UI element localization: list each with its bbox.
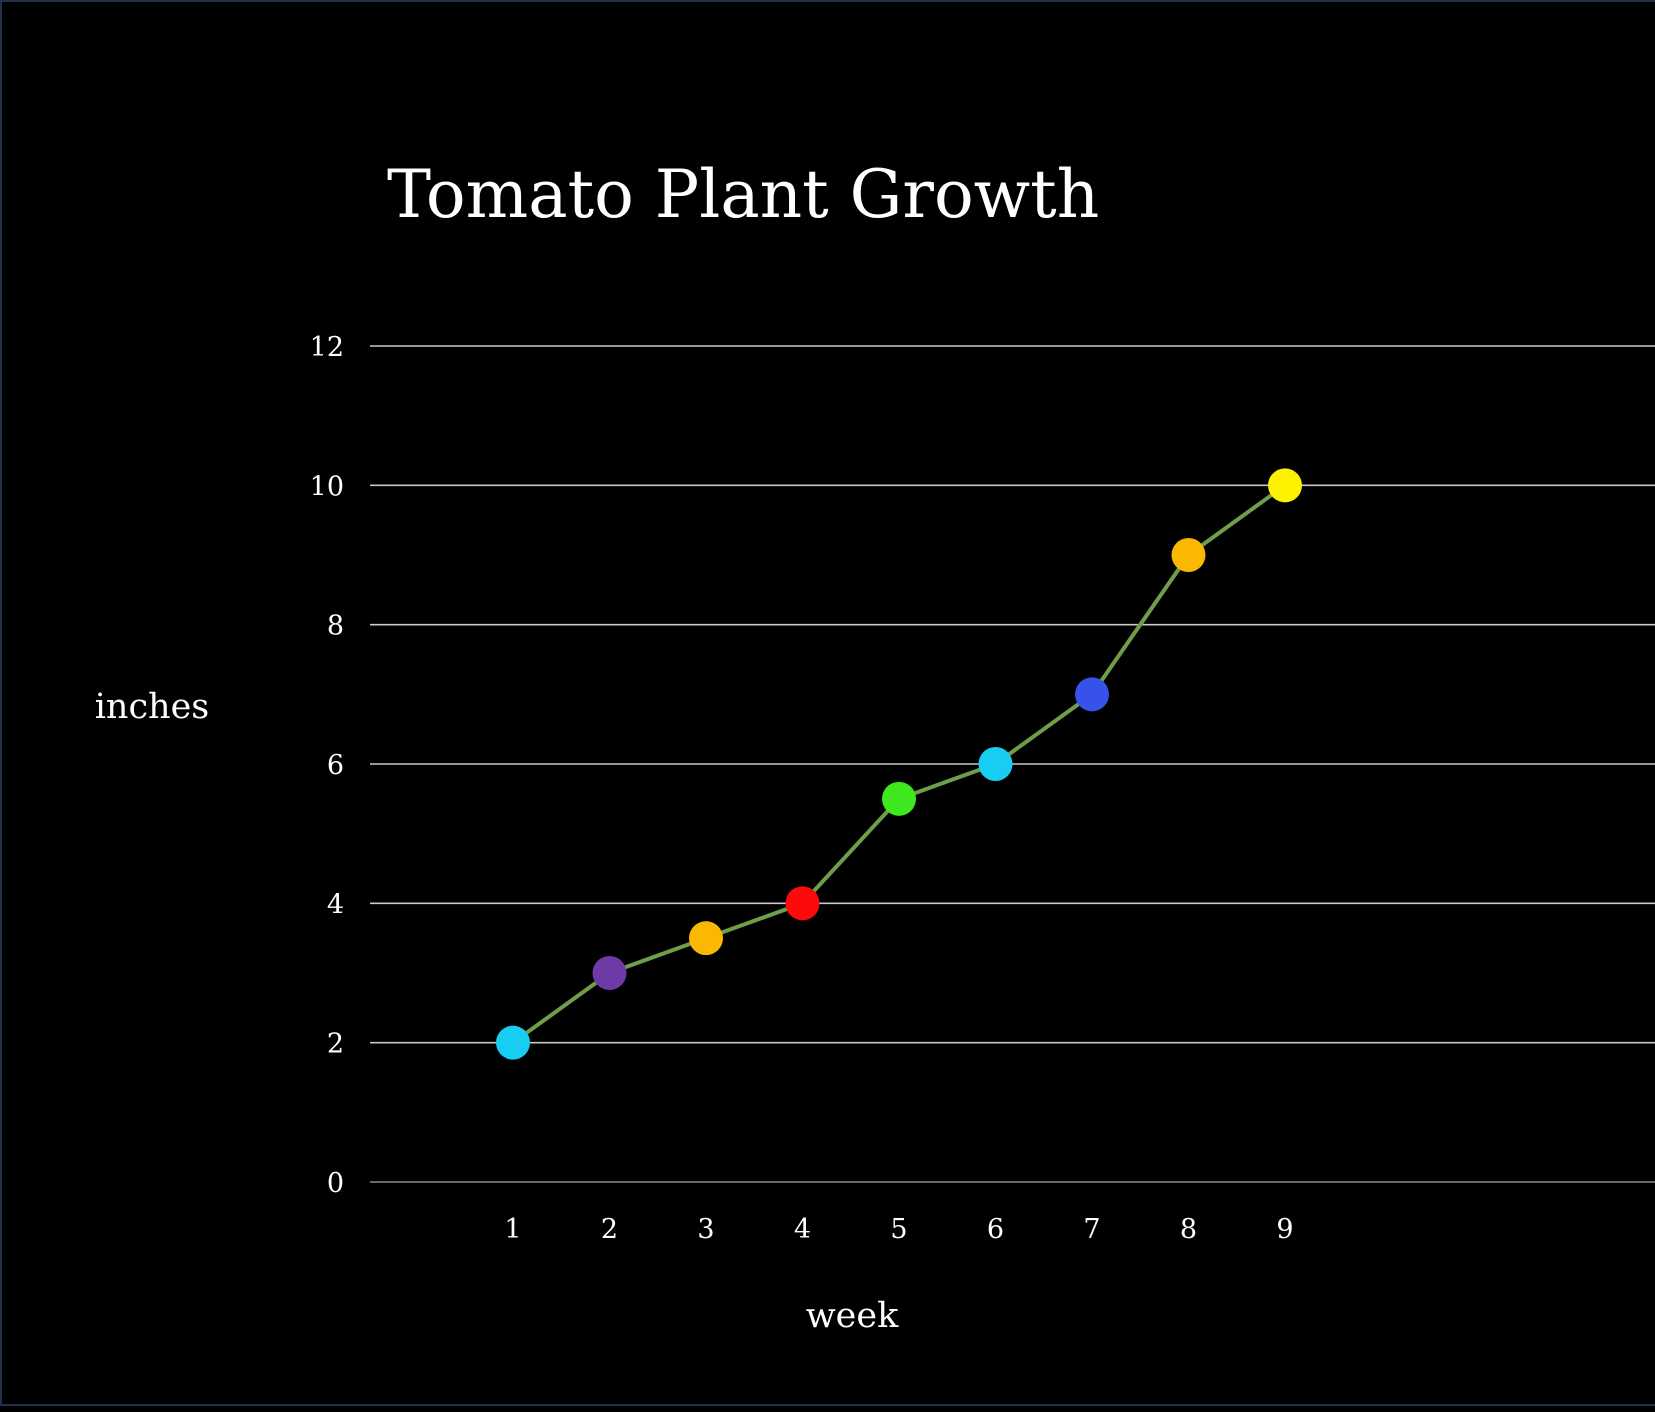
x-tick-label: 8 — [1180, 1214, 1197, 1245]
y-tick-labels: 0 2 4 6 8 10 12 — [310, 332, 344, 1199]
data-point — [1075, 677, 1109, 712]
x-axis-label: week — [806, 1296, 899, 1336]
data-point — [1268, 468, 1302, 503]
y-tick-label: 12 — [310, 332, 344, 363]
y-tick-label: 0 — [327, 1168, 344, 1199]
y-tick-label: 6 — [327, 750, 344, 781]
x-tick-label: 2 — [601, 1214, 618, 1245]
y-tick-label: 10 — [310, 471, 344, 502]
y-tick-label: 2 — [327, 1029, 344, 1060]
chart-title: Tomato Plant Growth — [387, 156, 1099, 233]
data-point — [1171, 538, 1206, 572]
x-tick-label: 6 — [987, 1214, 1004, 1245]
data-point — [978, 747, 1013, 781]
data-point — [689, 921, 723, 956]
x-tick-label: 5 — [890, 1214, 907, 1245]
data-point — [592, 956, 627, 990]
data-point — [496, 1025, 530, 1060]
data-points — [496, 468, 1302, 1060]
y-tick-label: 4 — [327, 889, 344, 920]
data-point — [785, 886, 820, 921]
x-tick-label: 7 — [1083, 1214, 1100, 1245]
x-tick-label: 9 — [1276, 1214, 1293, 1245]
y-axis-label: inches — [95, 687, 210, 727]
x-tick-label: 3 — [697, 1214, 714, 1245]
x-tick-labels: 1 2 3 4 5 6 7 8 9 — [504, 1214, 1293, 1245]
x-tick-label: 1 — [504, 1214, 521, 1245]
y-tick-label: 8 — [327, 611, 344, 642]
gridlines — [370, 345, 1655, 1183]
x-tick-label: 4 — [794, 1214, 811, 1245]
data-point — [882, 781, 916, 816]
